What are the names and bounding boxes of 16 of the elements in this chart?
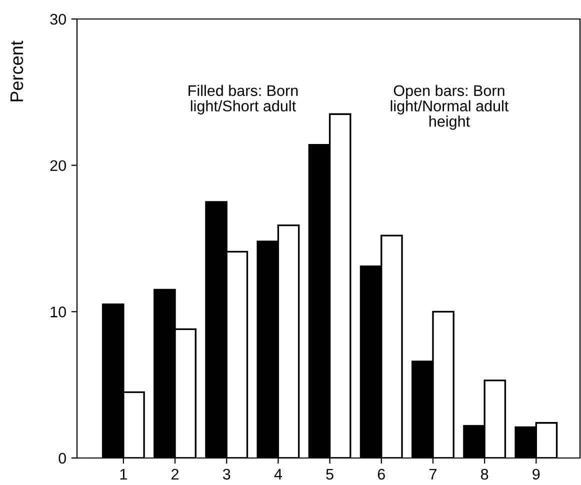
annotation: Filled bars: Born light/Short adult	[188, 84, 298, 114]
y-tick-label: 0	[58, 452, 66, 464]
x-tick-label: 5	[326, 468, 334, 480]
y-axis-title: Percent	[10, 40, 24, 102]
y-tick-label: 10	[50, 306, 66, 318]
y-tick-label: 30	[50, 14, 66, 25]
x-tick-label: 6	[378, 468, 385, 480]
annotation: Open bars: Born light/Normal adult height	[390, 84, 509, 130]
x-tick-label: 7	[430, 468, 436, 480]
y-tick-label: 20	[50, 160, 66, 172]
x-tick-label: 1	[120, 468, 127, 480]
x-tick-label: 2	[172, 468, 178, 480]
x-tick-label: 9	[532, 468, 540, 480]
x-tick-label: 8	[480, 468, 488, 480]
x-tick-label: 3	[222, 468, 230, 480]
x-tick-label: 4	[274, 468, 282, 480]
